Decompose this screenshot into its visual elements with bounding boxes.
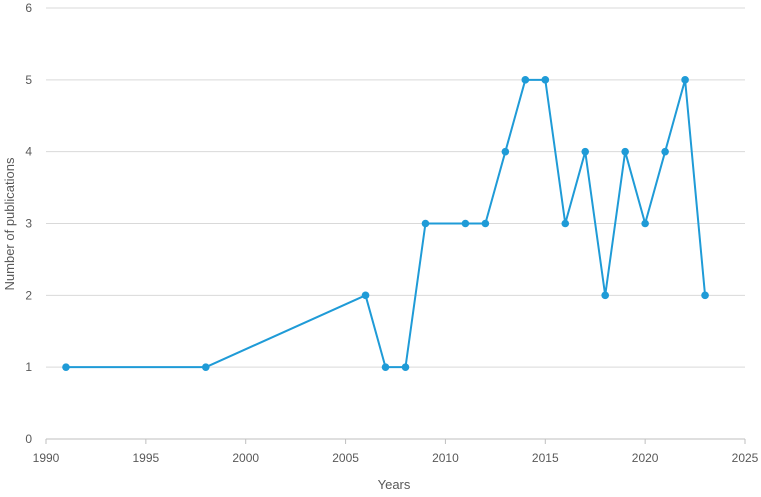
x-tick-label: 2000 [232,451,259,465]
data-point [521,76,530,84]
data-point [421,219,430,228]
y-tick-label: 5 [25,73,32,87]
x-axis-ticks: 1990 1995 2000 2005 2010 2015 2020 2025 [33,451,759,465]
data-point [62,363,70,371]
y-axis-title: Number of publications [2,157,17,290]
x-axis-title: Years [378,477,411,492]
x-tick-label: 2020 [632,451,659,465]
data-point [401,363,410,371]
x-tick-label: 2015 [532,451,559,465]
y-tick-label: 0 [25,432,32,446]
data-point [201,363,210,371]
y-tick-label: 1 [25,360,32,374]
x-tick-label: 2005 [332,451,359,465]
data-point [641,219,649,228]
y-tick-label: 3 [25,217,32,231]
y-tick-label: 4 [25,145,32,159]
data-point [381,363,390,371]
x-tick-label: 1995 [133,451,160,465]
data-point [481,219,490,228]
x-tick-label: 2010 [432,451,459,465]
axes [45,438,746,444]
data-point [681,76,689,84]
x-tick-label: 1990 [33,451,60,465]
y-tick-label: 2 [25,288,32,302]
y-tick-label: 6 [25,1,32,15]
x-tick-label: 2025 [732,451,759,465]
data-point [361,291,370,300]
data-point [601,291,609,300]
data-point [501,147,510,156]
data-point [461,219,470,228]
data-point [561,219,570,228]
y-axis-ticks: 0 1 2 3 4 5 6 [25,1,32,446]
data-point [621,147,629,156]
data-point [541,76,550,84]
gridlines [46,7,745,368]
series-layer [62,76,709,371]
data-point [701,291,709,300]
data-point [581,147,590,156]
data-point [661,147,669,156]
